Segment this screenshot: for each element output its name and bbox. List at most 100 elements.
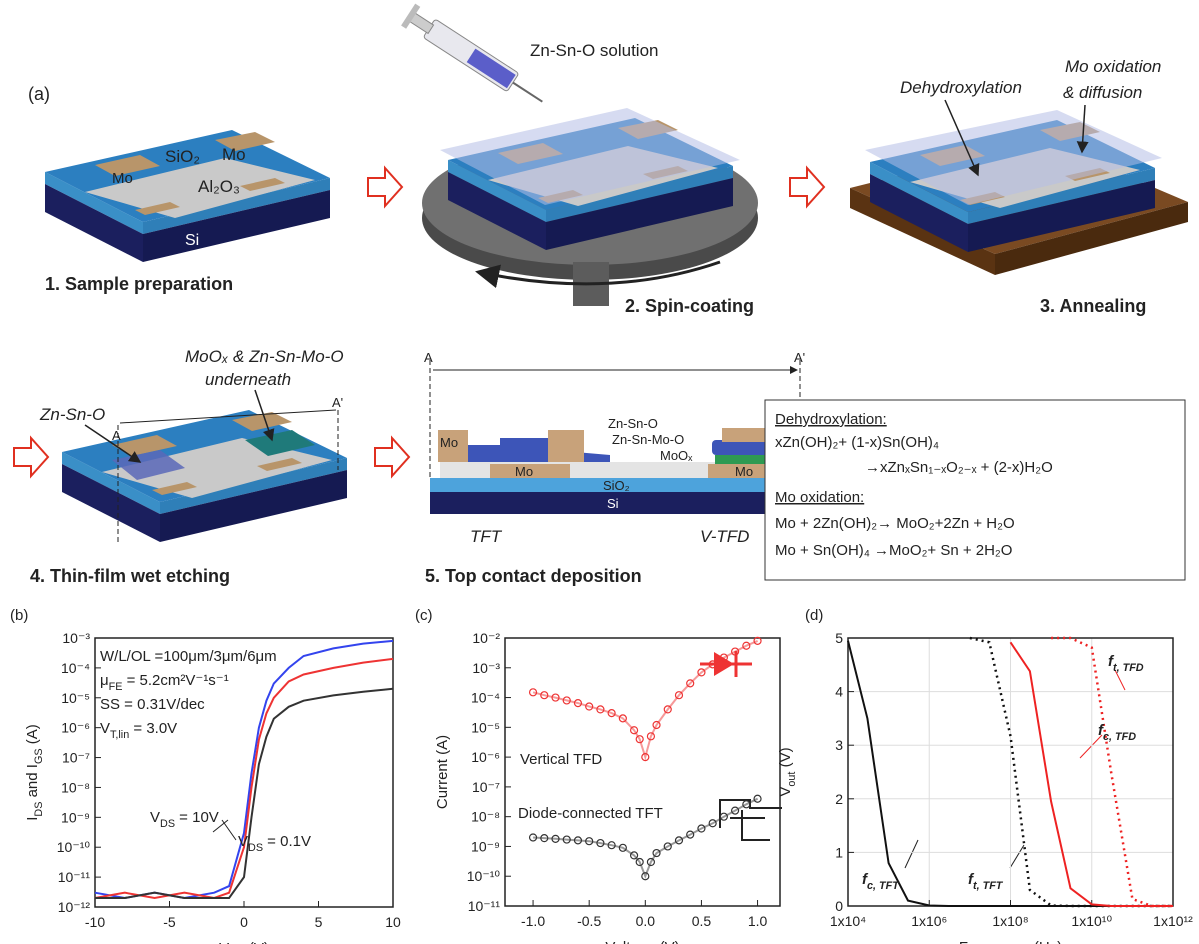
annotation-part: = 3.0V bbox=[129, 720, 177, 737]
y-tick-label: 5 bbox=[835, 630, 843, 646]
data-point bbox=[742, 800, 751, 809]
pointer bbox=[84, 424, 142, 463]
y-tick-label: 10⁻³ bbox=[62, 630, 90, 646]
y-tick-label: 10⁻⁵ bbox=[61, 690, 90, 706]
y-axis-label-part: Current (A) bbox=[434, 735, 451, 809]
step-arrow bbox=[789, 165, 826, 209]
annotation-part: = 10V bbox=[175, 809, 219, 826]
pointer bbox=[904, 839, 919, 869]
pointer bbox=[944, 99, 980, 177]
y-axis-label-part: GS bbox=[33, 748, 45, 764]
data-point bbox=[753, 636, 762, 645]
layer-label: Mo bbox=[112, 170, 133, 187]
panel-label: (d) bbox=[805, 607, 823, 624]
data-point bbox=[629, 726, 639, 735]
rotation-arrow bbox=[475, 260, 721, 289]
y-tick-label: 10⁻⁴ bbox=[61, 660, 90, 676]
film-label: Zn-Sn-O bbox=[39, 405, 105, 424]
annotation: VDS = 0.1V bbox=[238, 833, 311, 854]
process-label: Mo oxidation bbox=[1065, 57, 1161, 76]
data-point bbox=[663, 705, 672, 714]
annotation: fc, TFT bbox=[862, 871, 900, 892]
data-line bbox=[533, 797, 759, 879]
annotation: ft, TFT bbox=[968, 871, 1004, 892]
equation-box bbox=[764, 399, 1186, 581]
y-tick-label: 10⁻¹⁰ bbox=[57, 839, 91, 855]
annotation-part: SS = 0.31V/dec bbox=[100, 696, 205, 713]
annotation-part: f bbox=[968, 871, 975, 888]
layer-label: Mo bbox=[515, 464, 533, 479]
data-point bbox=[663, 842, 672, 851]
data-point bbox=[719, 653, 728, 662]
equation-heading: Mo oxidation: bbox=[775, 489, 864, 506]
data-point bbox=[652, 848, 661, 858]
pointer bbox=[1076, 104, 1089, 154]
y-tick-label: 10⁻¹² bbox=[58, 899, 91, 915]
x-axis-label: Voltage (V) bbox=[605, 939, 679, 944]
annotation-part: T,lin bbox=[110, 729, 129, 741]
y-tick-label: 10⁻⁵ bbox=[471, 719, 500, 735]
circuit-symbol bbox=[719, 799, 782, 841]
annotation: fc, TFD bbox=[1098, 722, 1136, 743]
pointer bbox=[1079, 734, 1103, 759]
panel-label: (b) bbox=[10, 607, 28, 624]
step-label: 3. Annealing bbox=[1040, 296, 1146, 316]
x-tick-label: 1x10¹⁰ bbox=[1071, 913, 1112, 929]
annotation-part: V bbox=[238, 833, 248, 850]
process-label: & diffusion bbox=[1063, 83, 1142, 102]
annotation: μFE = 5.2cm²V⁻¹s⁻¹ bbox=[100, 672, 229, 693]
annotation-part: Vertical TFD bbox=[520, 751, 602, 768]
annotation-part: Diode-connected TFT bbox=[518, 805, 663, 822]
equation-heading: Dehydroxylation: bbox=[775, 411, 887, 428]
annotation: SS = 0.31V/dec bbox=[100, 696, 205, 713]
pointer bbox=[254, 389, 275, 442]
step-label: 1. Sample preparation bbox=[45, 274, 233, 294]
data-point bbox=[646, 857, 656, 867]
x-tick-label: 0 bbox=[240, 914, 248, 930]
step-arrow bbox=[374, 435, 411, 479]
section-label: A bbox=[112, 428, 121, 443]
data-point bbox=[674, 691, 684, 700]
x-tick-label: 1x10⁸ bbox=[992, 913, 1028, 929]
layer-label: SiO₂ bbox=[165, 147, 200, 166]
x-tick-label: -1.0 bbox=[521, 913, 545, 929]
annotation-part: DS bbox=[160, 818, 175, 830]
x-tick-label: 1x10⁴ bbox=[830, 913, 866, 929]
y-axis-label-part: DS bbox=[33, 802, 45, 817]
plot-frame bbox=[94, 637, 394, 908]
plot-frame bbox=[504, 637, 781, 907]
film-label: underneath bbox=[205, 370, 291, 389]
equation: Mo + 2Zn(OH)₂→ MoO₂+2Zn + H₂O bbox=[775, 515, 1015, 532]
data-line bbox=[969, 636, 1173, 908]
step-arrow bbox=[367, 165, 404, 209]
layer-label: SiO₂ bbox=[603, 478, 630, 493]
pointer bbox=[221, 819, 237, 841]
y-axis-label: Vout (V) bbox=[777, 747, 798, 796]
solution-label: Zn-Sn-O solution bbox=[530, 41, 659, 60]
data-point bbox=[697, 824, 706, 833]
data-line bbox=[94, 657, 394, 900]
y-tick-label: 10⁻⁶ bbox=[61, 720, 90, 736]
annotation: Vertical TFD bbox=[520, 751, 602, 768]
annotation-part: f bbox=[862, 871, 869, 888]
y-tick-label: 10⁻⁸ bbox=[471, 809, 500, 825]
layer-label: Si bbox=[607, 496, 619, 511]
y-axis-label-part: V bbox=[777, 787, 794, 797]
annotation-part: W/L/OL =100μm/3μm/6μm bbox=[100, 648, 277, 665]
panel-label: (c) bbox=[415, 607, 433, 624]
section-label: A' bbox=[794, 350, 805, 365]
data-point bbox=[652, 720, 661, 730]
y-axis-label-part: I bbox=[24, 817, 41, 821]
cross-section bbox=[429, 360, 801, 514]
cut-line bbox=[119, 409, 337, 424]
data-point bbox=[629, 851, 639, 860]
y-tick-label: 10⁻¹¹ bbox=[468, 898, 501, 914]
data-point bbox=[708, 660, 717, 669]
data-point bbox=[708, 819, 717, 828]
annotation-part: f bbox=[1098, 722, 1105, 739]
layer-label: MoOₓ bbox=[660, 448, 693, 463]
annotation-part: DS bbox=[248, 842, 263, 854]
x-tick-label: 1.0 bbox=[748, 913, 768, 929]
y-tick-label: 3 bbox=[835, 737, 843, 753]
